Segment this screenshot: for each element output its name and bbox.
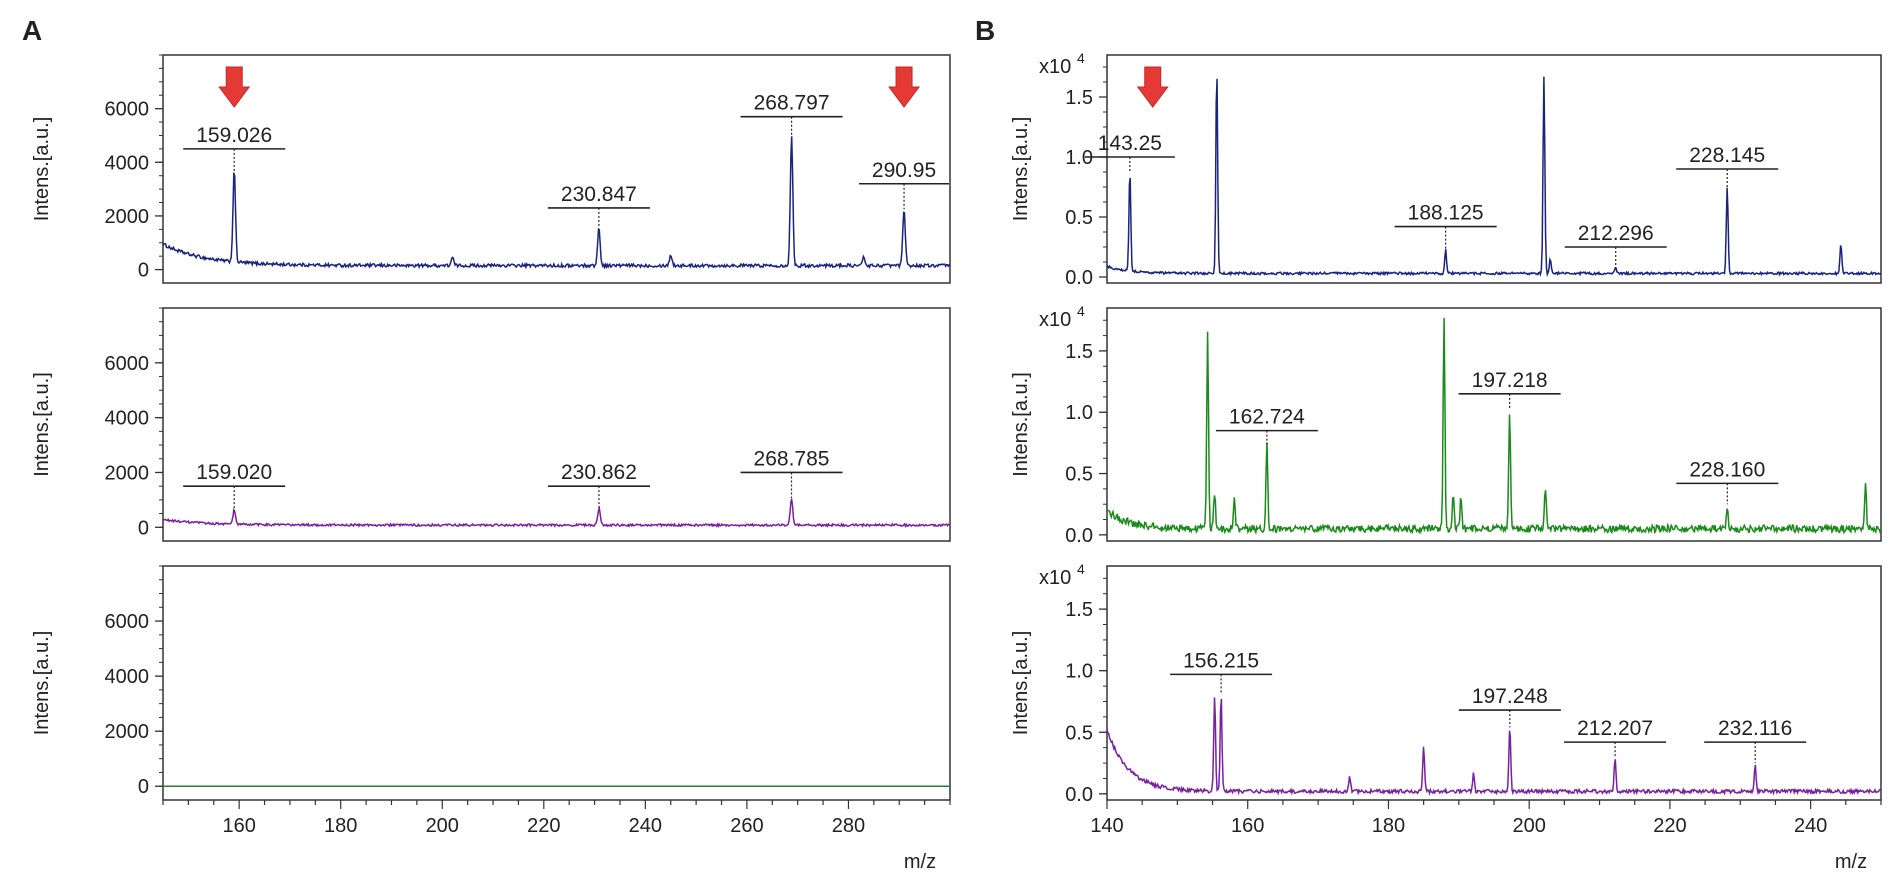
y-axis-label: Intens.[a.u.] xyxy=(1010,631,1032,736)
chart-a-3: 0 2000 4000 6000 Intens.[a.u.] 160 180 200 220 24… xyxy=(31,565,951,873)
y-tick-label: 1.5 xyxy=(1065,599,1093,621)
panel-a-label: A xyxy=(22,15,42,46)
y-tick-label: 0.5 xyxy=(1065,207,1093,229)
y-tick-label: 1.0 xyxy=(1065,147,1093,169)
y-tick-label: 1.0 xyxy=(1065,661,1093,683)
peak-label: 212.207 xyxy=(1577,717,1653,740)
x-tick-label: 240 xyxy=(629,815,662,837)
red-arrow-icon xyxy=(888,66,921,108)
chart-b-2: 0.0 0.5 1.0 1.5 x10 4 Intens.[a.u.] 162.724 197.… xyxy=(1010,303,1882,547)
peak-label: 228.145 xyxy=(1689,144,1765,167)
peak-label: 268.785 xyxy=(754,447,830,470)
peak-label: 290.95 xyxy=(872,159,936,182)
chart-a-1: 0 2000 4000 6000 Intens.[a.u.] 159.026 230.847… xyxy=(31,54,951,284)
y-scale-exponent: 4 xyxy=(1077,50,1085,66)
peak-label: 268.797 xyxy=(754,92,830,115)
x-tick-label: 160 xyxy=(222,815,255,837)
peak-label: 159.026 xyxy=(196,124,272,147)
x-tick-label: 220 xyxy=(527,815,560,837)
x-axis-label: m/z xyxy=(1835,851,1867,873)
peak-label: 212.296 xyxy=(1578,222,1654,245)
x-tick-label: 180 xyxy=(324,815,357,837)
plot-frame xyxy=(162,565,951,801)
y-tick-label: 0.0 xyxy=(1065,267,1093,289)
peak-label: 197.218 xyxy=(1472,369,1548,392)
y-tick-label: 0 xyxy=(138,517,149,539)
chart-b-1: 0.0 0.5 1.0 1.5 x10 4 Intens.[a.u.] 143.25 188.1… xyxy=(1010,50,1882,289)
plot-frame xyxy=(162,307,951,542)
chart-a-2: 0 2000 4000 6000 Intens.[a.u.] 159.020 230.862… xyxy=(31,307,951,542)
peak-label: 159.020 xyxy=(196,461,272,484)
peak-label: 197.248 xyxy=(1472,685,1548,708)
y-tick-label: 6000 xyxy=(105,611,150,633)
y-tick-label: 6000 xyxy=(105,353,150,375)
x-tick-label: 200 xyxy=(426,815,459,837)
peak-label: 230.862 xyxy=(561,461,637,484)
y-tick-label: 0.5 xyxy=(1065,464,1093,486)
y-scale-label: x10 xyxy=(1039,567,1071,589)
y-axis-label: Intens.[a.u.] xyxy=(31,631,53,736)
x-tick-label: 140 xyxy=(1090,815,1123,837)
y-tick-label: 1.0 xyxy=(1065,402,1093,424)
y-axis-label: Intens.[a.u.] xyxy=(31,372,53,477)
y-tick-label: 4000 xyxy=(105,152,150,174)
y-scale-label: x10 xyxy=(1039,56,1071,78)
x-tick-label: 280 xyxy=(832,815,865,837)
y-tick-label: 2000 xyxy=(105,721,150,743)
x-tick-label: 200 xyxy=(1512,815,1545,837)
y-tick-label: 4000 xyxy=(105,666,150,688)
peak-label: 156.215 xyxy=(1183,649,1259,672)
peak-label: 230.847 xyxy=(561,183,637,206)
y-tick-label: 0.0 xyxy=(1065,784,1093,806)
peak-label: 228.160 xyxy=(1689,458,1765,481)
y-tick-label: 0 xyxy=(138,260,149,282)
plot-frame xyxy=(1106,565,1882,801)
peak-label: 143.25 xyxy=(1098,132,1162,155)
peak-label: 162.724 xyxy=(1229,406,1305,429)
y-tick-label: 2000 xyxy=(105,462,150,484)
y-axis-label: Intens.[a.u.] xyxy=(1010,117,1032,222)
y-tick-label: 0.0 xyxy=(1065,525,1093,547)
y-tick-label: 0.5 xyxy=(1065,722,1093,744)
spectrum-line xyxy=(1107,697,1881,796)
y-tick-label: 1.5 xyxy=(1065,87,1093,109)
peak-label: 232.116 xyxy=(1718,717,1792,740)
y-scale-exponent: 4 xyxy=(1077,303,1085,319)
x-tick-label: 260 xyxy=(730,815,763,837)
spectrum-line xyxy=(163,498,950,529)
y-tick-label: 6000 xyxy=(105,99,150,121)
x-axis-label: m/z xyxy=(904,851,936,873)
y-scale-label: x10 xyxy=(1039,309,1071,331)
y-axis-label: Intens.[a.u.] xyxy=(31,117,53,222)
y-scale-exponent: 4 xyxy=(1077,561,1085,577)
y-axis-label: Intens.[a.u.] xyxy=(1010,372,1032,477)
x-tick-label: 240 xyxy=(1794,815,1827,837)
y-tick-label: 0 xyxy=(138,776,149,798)
red-arrow-icon xyxy=(1136,66,1169,108)
panel-b-label: B xyxy=(975,15,995,46)
spectrum-line xyxy=(163,136,950,270)
x-tick-label: 180 xyxy=(1372,815,1405,837)
y-tick-label: 2000 xyxy=(105,206,150,228)
spectrum-line xyxy=(1107,317,1881,536)
y-tick-label: 1.5 xyxy=(1065,341,1093,363)
peak-label: 188.125 xyxy=(1408,202,1484,225)
x-tick-label: 160 xyxy=(1231,815,1264,837)
plot-frame xyxy=(1106,307,1882,542)
chart-b-3: 0.0 0.5 1.0 1.5 x10 4 Intens.[a.u.] 140 160 180 20… xyxy=(1010,561,1882,873)
y-tick-label: 4000 xyxy=(105,408,150,430)
spectrum-line xyxy=(1107,76,1881,278)
x-tick-label: 220 xyxy=(1653,815,1686,837)
plot-frame xyxy=(162,54,951,284)
red-arrow-icon xyxy=(218,66,251,108)
